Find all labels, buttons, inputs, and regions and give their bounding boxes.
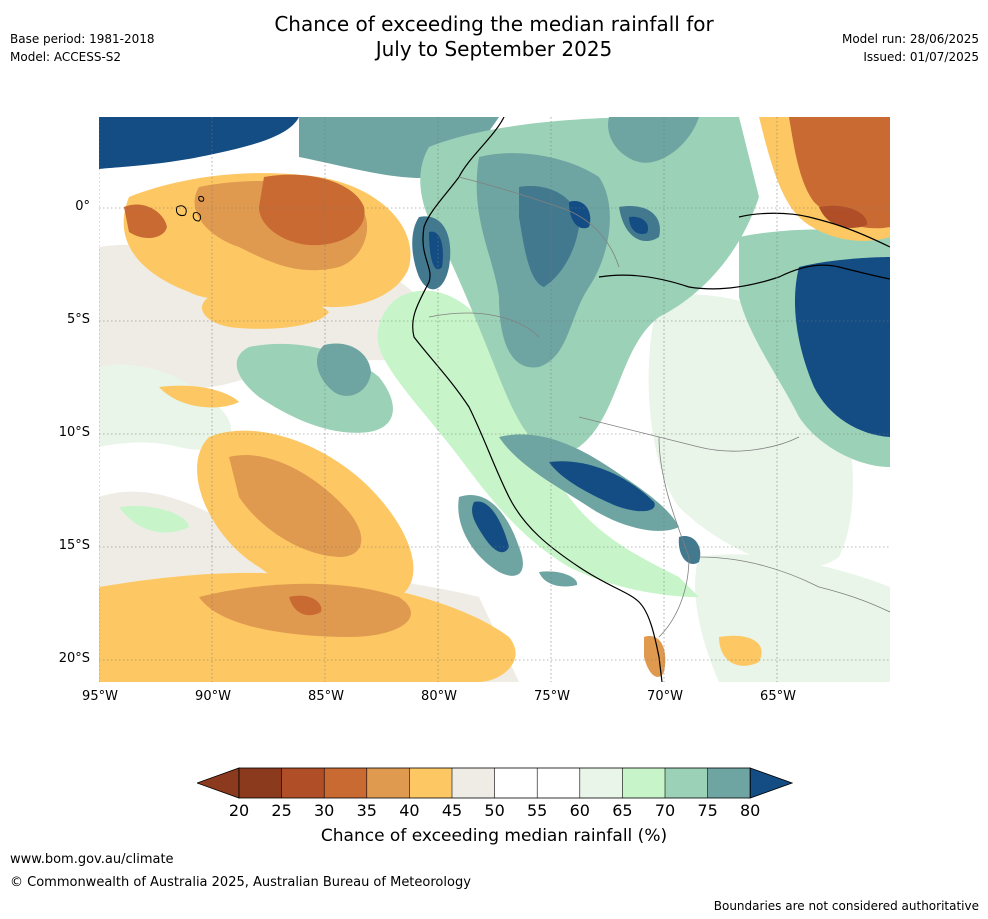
colorbar-bin-60-65: [579, 768, 623, 798]
colorbar-bin-40-45: [409, 768, 452, 798]
coastline-west: [412, 117, 663, 682]
model-run: Model run: 28/06/2025: [841, 32, 979, 46]
issued-date: Issued: 01/07/2025: [863, 50, 979, 64]
region-40-pacific-mid: [201, 292, 329, 329]
colorbar-bin-25-30: [281, 768, 325, 798]
map-canvas: [99, 117, 890, 682]
colorbar-bin-65-70: [622, 768, 665, 798]
base-period: Base period: 1981-2018: [10, 32, 155, 46]
lat-label-20s: 20°S: [58, 651, 90, 666]
colorbar-tick-45: 45: [441, 801, 463, 820]
colorbar-extend-low: [195, 767, 240, 799]
country-boundaries: [428, 176, 890, 638]
colorbar-tick-80: 80: [740, 801, 761, 820]
colorbar-bin-20-25: [239, 768, 282, 798]
colorbar-bin-45-50: [452, 768, 495, 798]
region-75-pacific-blob: [316, 343, 371, 396]
map-title: Chance of exceeding the median rainfall …: [0, 12, 988, 62]
region-30-northeast: [789, 117, 890, 229]
coastline-northeast: [738, 212, 890, 248]
lon-label-85w: 85°W: [308, 689, 344, 704]
region-85-colombia: [629, 216, 649, 235]
colorbar-tick-40: 40: [399, 801, 420, 820]
region-85-ecuador-coast: [429, 231, 443, 270]
lat-label-15s: 15°S: [58, 538, 90, 553]
region-35-south-pacific: [229, 455, 362, 557]
region-75-caribbean: [608, 117, 699, 163]
colorbar-bin-50-55: [494, 768, 538, 798]
galapagos-islands: [176, 196, 205, 222]
lat-label-10s: 10°S: [58, 425, 90, 440]
colorbar-tick-30: 30: [314, 801, 335, 820]
region-85-atlantic: [794, 257, 890, 437]
colorbar-extend-high: [749, 767, 794, 799]
lon-label-75w: 75°W: [534, 689, 570, 704]
region-60-west: [99, 364, 232, 450]
region-40-small: [159, 385, 239, 408]
rainfall-map: [99, 117, 890, 682]
colorbar-bin-75-80: [707, 768, 751, 798]
region-85-andes: [569, 201, 591, 229]
colorbar-tick-55: 55: [527, 801, 548, 820]
colorbar-dividers: [281, 768, 708, 798]
region-25-northeast: [819, 205, 868, 228]
metadata-left: Base period: 1981-2018 Model: ACCESS-S2: [10, 30, 155, 66]
colorbar-tick-25: 25: [271, 801, 292, 820]
title-line-1: Chance of exceeding the median rainfall …: [274, 12, 714, 36]
colorbar-tick-60: 60: [569, 801, 590, 820]
region-65-coastal: [377, 290, 699, 597]
colorbar-tick-70: 70: [654, 801, 676, 820]
colorbar-svg: [195, 767, 794, 799]
colorbar-tick-35: 35: [356, 801, 377, 820]
colorbar-tick-75: 75: [697, 801, 718, 820]
region-75-small-south: [539, 571, 578, 587]
region-85-northwest: [99, 117, 299, 169]
region-30-eq-pacific: [259, 174, 365, 246]
lon-label-70w: 70°W: [647, 689, 683, 704]
region-85-peru: [549, 461, 655, 512]
region-30-far-south: [289, 595, 322, 616]
region-30-west-pacific: [124, 204, 167, 239]
colorbar-tick-50: 50: [484, 801, 505, 820]
coastline-north: [598, 264, 890, 290]
colorbar-bin-70-75: [665, 768, 708, 798]
colorbar-bin-55-60: [537, 768, 580, 798]
colorbar-tick-20: 20: [228, 801, 250, 820]
model-name: Model: ACCESS-S2: [10, 50, 122, 64]
colorbar-bin-35-40: [366, 768, 410, 798]
region-40-bolivia: [719, 635, 762, 666]
website-link[interactable]: www.bom.gov.au/climate: [10, 852, 174, 867]
region-80-andes: [519, 186, 579, 287]
metadata-right: Model run: 28/06/2025 Issued: 01/07/2025: [842, 30, 979, 66]
lon-label-90w: 90°W: [195, 689, 231, 704]
lon-label-95w: 95°W: [82, 689, 118, 704]
lon-label-80w: 80°W: [421, 689, 457, 704]
region-65-west-small: [119, 506, 189, 533]
copyright-text: © Commonwealth of Australia 2025, Austra…: [10, 875, 471, 890]
region-85-peru-coast: [472, 501, 509, 553]
lat-label-5s: 5°S: [66, 312, 90, 327]
colorbar-title: Chance of exceeding median rainfall (%): [320, 826, 668, 846]
colorbar: [195, 767, 794, 799]
colorbar-tick-65: 65: [612, 801, 633, 820]
colorbar-bin-30-35: [324, 768, 367, 798]
disclaimer-text: Boundaries are not considered authoritat…: [713, 899, 979, 913]
lon-label-65w: 65°W: [760, 689, 796, 704]
lat-label-0: 0°: [75, 199, 90, 214]
title-line-2: July to September 2025: [375, 37, 613, 61]
